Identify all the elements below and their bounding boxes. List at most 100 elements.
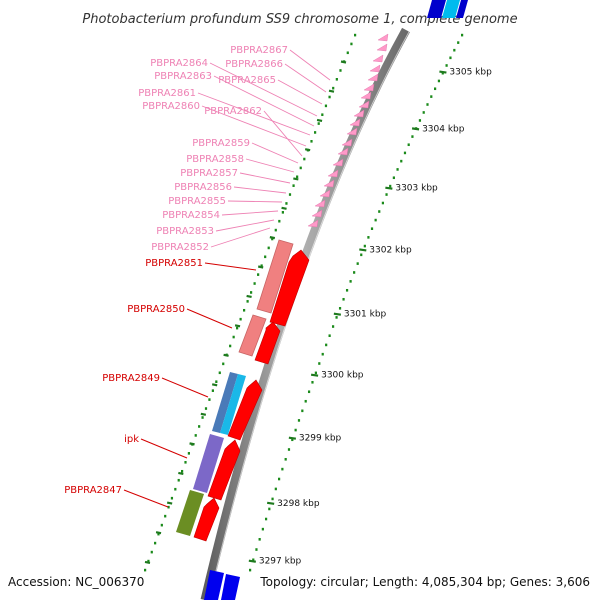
scale-dot bbox=[433, 87, 437, 91]
scale-dot bbox=[367, 236, 370, 239]
scale-dot bbox=[278, 219, 281, 223]
scale-dot bbox=[291, 438, 294, 442]
scale-dot bbox=[360, 253, 363, 257]
faded-gene-arrow[interactable] bbox=[327, 169, 339, 178]
scale-label: 3305 kbp bbox=[449, 68, 492, 78]
gene-label-faded[interactable]: PBPRA2864 bbox=[150, 58, 208, 69]
gene-ppbra2847-arrow[interactable] bbox=[193, 497, 220, 542]
faded-gene-arrow[interactable] bbox=[332, 158, 344, 167]
faded-gene-arrow[interactable] bbox=[314, 199, 326, 208]
gene-label-active[interactable]: PBPRA2851 bbox=[145, 258, 203, 269]
faded-gene-arrow[interactable] bbox=[349, 118, 361, 127]
scale-dot bbox=[292, 184, 295, 187]
gene-label-faded[interactable]: PBPRA2861 bbox=[138, 88, 196, 99]
scale-dot bbox=[147, 559, 150, 563]
scale-dot bbox=[297, 419, 301, 422]
inner-scale-tick bbox=[246, 294, 252, 298]
gene-label-faded[interactable]: PBPRA2867 bbox=[230, 45, 288, 56]
inner-scale-tick bbox=[293, 177, 299, 181]
scale-dot bbox=[218, 371, 221, 375]
gene-ipk-block[interactable] bbox=[193, 434, 224, 493]
faded-gene-arrow[interactable] bbox=[369, 64, 381, 73]
gene-label-faded[interactable]: PBPRA2862 bbox=[204, 106, 262, 117]
gene-block[interactable] bbox=[442, 0, 460, 18]
gene-block[interactable] bbox=[427, 0, 446, 18]
scale-dot bbox=[215, 380, 218, 384]
gene-ipk-arrow[interactable] bbox=[207, 439, 241, 501]
active-gene-labels: PBPRA2851 PBPRA2850 PBPRA2849 ipk PBPRA2847 bbox=[64, 258, 257, 508]
scale-labels: 3305 kbp 3304 kbp 3303 kbp 3302 kbp 3301 kbp… bbox=[259, 68, 492, 567]
gene-label-faded[interactable]: PBPRA2866 bbox=[225, 59, 283, 70]
gene-label-faded[interactable]: PBPRA2859 bbox=[192, 138, 250, 149]
gene-ppbra2851-block[interactable] bbox=[256, 239, 294, 314]
scale-dot bbox=[274, 228, 277, 232]
gene-ppbra2847-block[interactable] bbox=[176, 490, 204, 536]
inner-scale-tick bbox=[166, 501, 173, 505]
faded-gene-arrow[interactable] bbox=[372, 54, 384, 63]
label-leader-line bbox=[251, 142, 299, 164]
faded-gene-arrow[interactable] bbox=[346, 127, 358, 136]
gene-label-active[interactable]: PBPRA2849 bbox=[102, 373, 160, 384]
gene-label-faded[interactable]: PBPRA2863 bbox=[154, 71, 212, 82]
top-partial-genes bbox=[427, 0, 468, 18]
gene-ppbra2849-block-a[interactable] bbox=[212, 372, 238, 433]
gene-label-faded[interactable]: PBPRA2858 bbox=[186, 154, 244, 165]
scale-dot bbox=[177, 478, 180, 482]
scale-dot bbox=[274, 487, 277, 491]
label-leader-line bbox=[221, 210, 279, 216]
faded-gene-arrow[interactable] bbox=[337, 147, 349, 156]
gene-ppbra2850-block[interactable] bbox=[238, 314, 267, 357]
scale-tick-marks bbox=[144, 60, 447, 564]
label-leader-line bbox=[210, 227, 271, 248]
label-leader-line bbox=[123, 489, 169, 508]
gene-ppbra2850-arrow[interactable] bbox=[254, 321, 281, 365]
scale-dot bbox=[167, 505, 170, 509]
scale-dot bbox=[422, 111, 425, 114]
faded-gene-arrow[interactable] bbox=[323, 179, 335, 188]
faded-gene-arrow[interactable] bbox=[311, 209, 323, 218]
gene-label-faded[interactable]: PBPRA2855 bbox=[168, 196, 226, 207]
gene-label-faded[interactable]: PBPRA2865 bbox=[218, 75, 276, 86]
scale-dot bbox=[281, 467, 284, 471]
gene-block[interactable] bbox=[456, 0, 468, 18]
scale-dot bbox=[296, 175, 299, 179]
gene-label-faded[interactable]: PBPRA2856 bbox=[174, 182, 232, 193]
gene-label-faded[interactable]: PBPRA2852 bbox=[151, 242, 209, 253]
gene-ppbra2849-arrow[interactable] bbox=[227, 379, 263, 441]
faded-gene-arrow[interactable] bbox=[367, 73, 379, 82]
scale-dot bbox=[187, 452, 191, 455]
faded-gene-arrow[interactable] bbox=[360, 91, 372, 100]
gene-ppbra2851-arrow[interactable] bbox=[269, 249, 310, 327]
gene-block[interactable] bbox=[221, 574, 240, 600]
scale-dot bbox=[346, 51, 349, 55]
gene-label-faded[interactable]: PBPRA2853 bbox=[156, 226, 214, 237]
gene-ppbra2849-block-b[interactable] bbox=[220, 374, 246, 435]
gene-label-active[interactable]: ipk bbox=[124, 434, 139, 445]
gene-block[interactable] bbox=[204, 570, 224, 600]
faded-gene-arrow[interactable] bbox=[363, 83, 375, 92]
scale-dot bbox=[457, 41, 460, 44]
faded-gene-arrow[interactable] bbox=[358, 100, 370, 109]
inner-scale-tick bbox=[304, 148, 311, 152]
gene-label-faded[interactable]: PBPRA2857 bbox=[180, 168, 238, 179]
faded-gene-arrow[interactable] bbox=[377, 33, 389, 42]
faded-gene-arrow[interactable] bbox=[319, 189, 331, 198]
scale-dot bbox=[157, 532, 160, 536]
gene-label-active[interactable]: PBPRA2850 bbox=[127, 304, 185, 315]
faded-gene-arrow[interactable] bbox=[307, 219, 319, 228]
inner-scale-tick bbox=[316, 118, 323, 123]
gene-label-active[interactable]: PBPRA2847 bbox=[64, 485, 122, 496]
scale-dot bbox=[253, 282, 256, 285]
scale-dot bbox=[307, 390, 311, 394]
scale-dot bbox=[261, 527, 264, 531]
gene-label-faded[interactable]: PBPRA2854 bbox=[162, 210, 220, 221]
inner-scale-tick bbox=[328, 89, 335, 93]
scale-dot bbox=[243, 308, 246, 312]
gene-label-faded[interactable]: PBPRA2860 bbox=[142, 101, 200, 112]
faded-gene-arrow[interactable] bbox=[353, 109, 365, 118]
faded-gene-arrow[interactable] bbox=[376, 43, 388, 52]
faded-gene-arrow[interactable] bbox=[341, 138, 353, 147]
scale-tick bbox=[333, 312, 342, 316]
scale-dot bbox=[453, 48, 456, 52]
scale-dot bbox=[430, 95, 433, 98]
